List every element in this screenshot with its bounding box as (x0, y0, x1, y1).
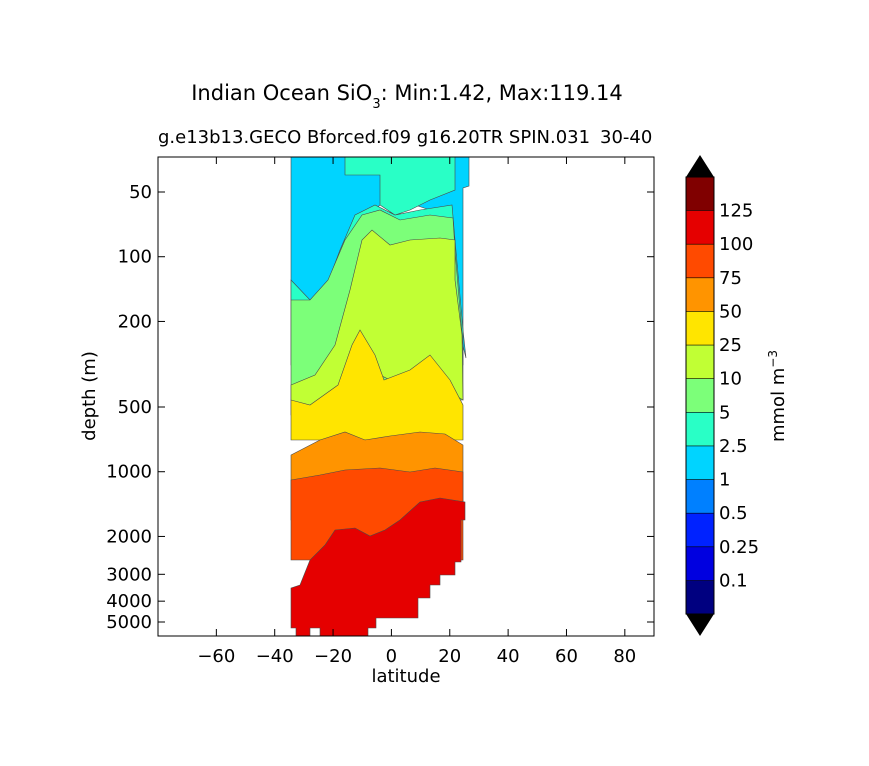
y-tick-label: 1000 (106, 462, 152, 483)
y-tick-label: 4000 (106, 591, 152, 612)
colorbar-tick-label: 5 (719, 402, 730, 423)
colorbar-segment (686, 580, 714, 614)
y-tick-label: 2000 (106, 526, 152, 547)
x-axis: −60 −40 −20 0 20 40 60 80 (197, 157, 636, 667)
colorbar-segment (686, 546, 714, 581)
y-tick-label: 3000 (106, 564, 152, 585)
colorbar-label: mmol m−3 (766, 350, 789, 442)
colorbar-segment (686, 345, 714, 379)
plot-frame (157, 156, 655, 637)
colorbar-tick-label: 25 (719, 335, 742, 356)
colorbar-tick-label: 0.25 (719, 537, 759, 558)
colorbar-segment (686, 445, 714, 480)
chart-subtitle-right: 30-40 (600, 127, 652, 148)
colorbar-under-triangle (686, 614, 714, 636)
contour-band-25-50 (290, 329, 464, 441)
plot-area: −60 −40 −20 0 20 40 60 80 50 100 200 500 1000 2000 30… (106, 156, 655, 667)
chart-subtitle-left: g.e13b13.GECO Bforced.f09 g16.20TR SPIN.… (158, 127, 590, 148)
colorbar-tick-label: 0.1 (719, 570, 748, 591)
colorbar-segment (686, 479, 714, 514)
colorbar-segment (686, 378, 714, 413)
y-tick-label: 50 (129, 182, 152, 203)
colorbar-tick-label: 0.5 (719, 503, 748, 524)
colorbar-segment (686, 177, 714, 211)
colorbar-tick-label: 125 (719, 201, 753, 222)
x-tick-label: 40 (497, 646, 520, 667)
colorbar-tick-label: 75 (719, 268, 742, 289)
y-tick-label: 500 (118, 397, 152, 418)
y-tick-label: 100 (118, 247, 152, 268)
colorbar-segment (686, 412, 714, 446)
colorbar-over-triangle (686, 155, 714, 177)
x-axis-label: latitude (371, 666, 440, 687)
y-tick-label: 5000 (106, 612, 152, 633)
contour-band-100-125 (290, 497, 466, 636)
x-tick-label: 0 (386, 646, 397, 667)
x-tick-label: 80 (613, 646, 636, 667)
colorbar-tick-label: 2.5 (719, 436, 748, 457)
contour-bands (290, 157, 470, 636)
colorbar-segment (686, 513, 714, 547)
colorbar-tick-label: 10 (719, 369, 742, 390)
chart-title: Indian Ocean SiO3: Min:1.42, Max:119.14 (191, 81, 623, 112)
x-tick-label: 60 (555, 646, 578, 667)
y-axis-label: depth (m) (79, 351, 100, 441)
colorbar-tick-label: 1 (719, 470, 730, 491)
x-tick-label: −20 (314, 646, 352, 667)
colorbar-tick-label: 100 (719, 234, 753, 255)
y-tick-label: 200 (118, 311, 152, 332)
colorbar-tick-label: 50 (719, 301, 742, 322)
colorbar-segment (686, 311, 714, 346)
x-tick-label: 20 (438, 646, 461, 667)
colorbar-segment (686, 244, 714, 278)
colorbar-frame (685, 176, 715, 615)
colorbar-segment (686, 210, 714, 245)
x-tick-label: −40 (256, 646, 294, 667)
x-tick-label: −60 (197, 646, 235, 667)
colorbar: 0.1 0.25 0.5 1 2.5 5 10 25 50 75 100 125 (685, 155, 759, 636)
colorbar-segment (686, 277, 714, 312)
